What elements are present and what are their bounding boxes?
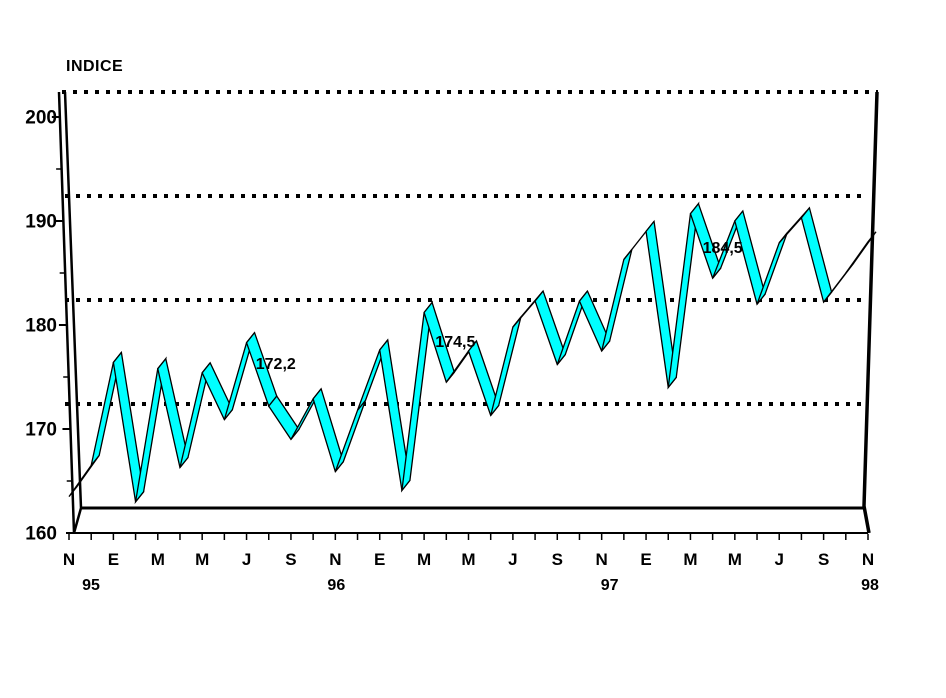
y-tick-label-180: 180 bbox=[25, 316, 57, 337]
x-month-label: J bbox=[774, 550, 783, 569]
x-month-label: S bbox=[818, 550, 829, 569]
x-month-label: N bbox=[329, 550, 341, 569]
x-year-label-98: 98 bbox=[861, 577, 879, 594]
x-month-label: N bbox=[862, 550, 874, 569]
data-label: 172,2 bbox=[256, 356, 296, 373]
y-tick-label-160: 160 bbox=[25, 524, 57, 545]
ribbon-segment bbox=[734, 209, 766, 306]
ribbon-segment bbox=[845, 231, 877, 274]
axes-group bbox=[57, 91, 868, 534]
right-wall-edge bbox=[862, 91, 879, 534]
axis-labels-group: 160 170 180 190 200 N E M M J S N E M M J S N E M M J S N 95 96 97… bbox=[25, 108, 879, 595]
x-month-label: M bbox=[461, 550, 475, 569]
y-tick-label-190: 190 bbox=[25, 212, 57, 233]
x-month-label: M bbox=[728, 550, 742, 569]
x-month-label: S bbox=[285, 550, 296, 569]
x-year-label-97: 97 bbox=[601, 577, 619, 594]
x-axis-ticks-group bbox=[68, 534, 869, 540]
ribbon-segment bbox=[312, 387, 345, 474]
x-month-label: M bbox=[417, 550, 431, 569]
y-axis-3d-wedge bbox=[57, 91, 83, 534]
y-tick-label-170: 170 bbox=[25, 420, 57, 441]
ribbon-segment bbox=[756, 232, 788, 305]
x-month-label: J bbox=[508, 550, 517, 569]
y-tick-label-200: 200 bbox=[25, 108, 57, 129]
x-month-label: E bbox=[640, 550, 651, 569]
x-year-label-95: 95 bbox=[82, 577, 100, 594]
chart-title: INDICE bbox=[66, 58, 123, 75]
y-axis-ticks-group bbox=[51, 116, 74, 534]
data-label: 184,5 bbox=[703, 240, 743, 257]
x-month-label: M bbox=[151, 550, 165, 569]
x-month-label: S bbox=[552, 550, 563, 569]
x-month-label: E bbox=[108, 550, 119, 569]
x-month-label: N bbox=[63, 550, 75, 569]
x-month-label: J bbox=[242, 550, 251, 569]
x-year-label-96: 96 bbox=[327, 577, 345, 594]
x-month-label: E bbox=[374, 550, 385, 569]
ribbon-segment bbox=[800, 206, 833, 304]
x-month-label: N bbox=[596, 550, 608, 569]
data-ribbon-group bbox=[68, 201, 877, 505]
ribbon-segment bbox=[334, 399, 367, 473]
ribbon-segment bbox=[667, 201, 700, 390]
ribbon-segment bbox=[400, 300, 434, 493]
data-label: 174,5 bbox=[435, 334, 475, 351]
x-month-label: M bbox=[683, 550, 697, 569]
x-month-label: M bbox=[195, 550, 209, 569]
ribbon-segment bbox=[490, 316, 522, 416]
